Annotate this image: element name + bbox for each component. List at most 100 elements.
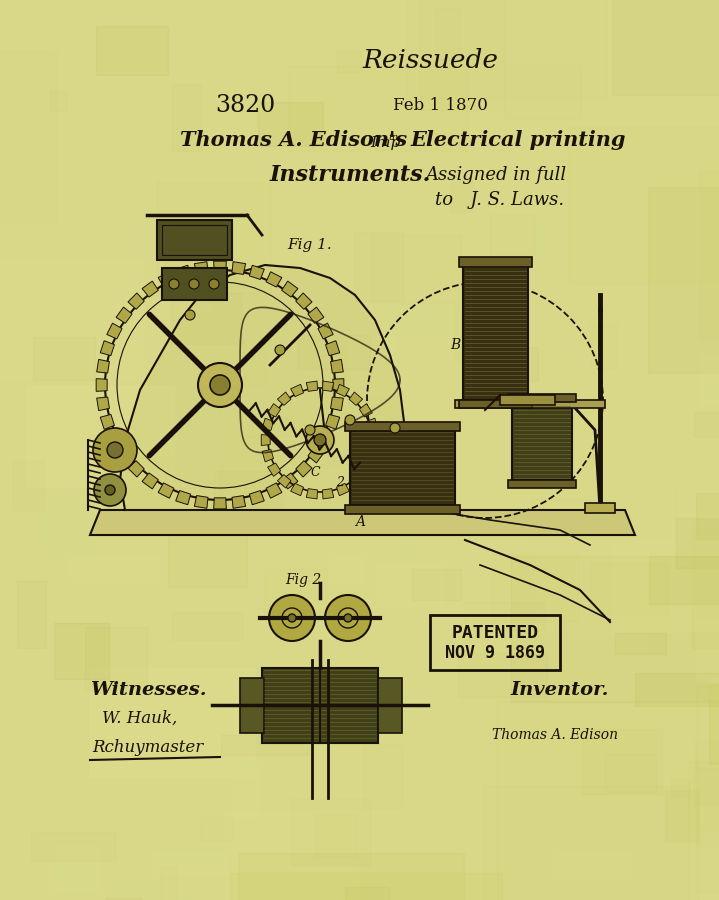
Bar bbox=[649, 555, 719, 604]
Bar bbox=[173, 85, 201, 151]
Circle shape bbox=[105, 485, 115, 495]
Bar bbox=[500, 395, 555, 405]
Text: Thomas A. Edison's: Thomas A. Edison's bbox=[180, 130, 407, 150]
Bar bbox=[221, 489, 275, 538]
Polygon shape bbox=[128, 293, 145, 310]
Text: A: A bbox=[355, 515, 365, 529]
Bar bbox=[398, 534, 418, 569]
Circle shape bbox=[344, 614, 352, 622]
Polygon shape bbox=[308, 307, 324, 323]
Text: Witnesses.: Witnesses. bbox=[90, 681, 206, 699]
Bar bbox=[592, 324, 616, 368]
Bar bbox=[485, 787, 689, 900]
Polygon shape bbox=[296, 461, 312, 477]
Polygon shape bbox=[116, 446, 132, 463]
Bar bbox=[648, 187, 719, 373]
Bar bbox=[490, 214, 535, 255]
Bar bbox=[458, 653, 546, 697]
Polygon shape bbox=[333, 379, 344, 392]
Bar bbox=[472, 346, 538, 381]
Bar bbox=[385, 279, 462, 331]
Bar bbox=[31, 832, 115, 861]
Bar bbox=[314, 814, 356, 857]
Text: PATENTED: PATENTED bbox=[452, 624, 539, 642]
Circle shape bbox=[390, 423, 400, 433]
Bar bbox=[464, 602, 544, 630]
Bar bbox=[553, 850, 631, 879]
Bar bbox=[695, 687, 719, 892]
Polygon shape bbox=[331, 359, 343, 373]
Bar bbox=[511, 555, 719, 702]
Circle shape bbox=[93, 428, 137, 472]
Text: Feb 1 1870: Feb 1 1870 bbox=[393, 96, 487, 113]
Bar bbox=[507, 224, 546, 263]
Polygon shape bbox=[326, 341, 340, 356]
Polygon shape bbox=[214, 261, 226, 272]
Bar bbox=[161, 867, 177, 900]
Bar bbox=[696, 741, 719, 846]
Bar bbox=[455, 400, 605, 408]
Polygon shape bbox=[370, 435, 379, 446]
Polygon shape bbox=[262, 450, 273, 462]
Bar bbox=[172, 612, 242, 640]
Bar bbox=[229, 873, 502, 900]
Text: Fig 2: Fig 2 bbox=[285, 573, 321, 587]
Polygon shape bbox=[100, 414, 114, 429]
Bar bbox=[109, 457, 175, 519]
Polygon shape bbox=[96, 359, 109, 373]
Polygon shape bbox=[249, 491, 265, 505]
Polygon shape bbox=[318, 323, 333, 339]
Bar bbox=[288, 66, 467, 151]
Bar bbox=[345, 505, 460, 514]
Bar bbox=[372, 235, 461, 302]
Circle shape bbox=[345, 415, 355, 425]
Text: Assigned in full: Assigned in full bbox=[425, 166, 566, 184]
Bar bbox=[635, 673, 719, 707]
Polygon shape bbox=[349, 392, 362, 405]
Polygon shape bbox=[326, 414, 340, 429]
Text: W. Hauk,: W. Hauk, bbox=[102, 709, 178, 726]
Polygon shape bbox=[267, 463, 280, 476]
Text: C: C bbox=[310, 465, 320, 479]
Bar bbox=[55, 847, 101, 894]
Bar bbox=[157, 220, 232, 260]
Bar bbox=[492, 554, 577, 621]
Polygon shape bbox=[336, 483, 349, 496]
Bar bbox=[257, 103, 323, 146]
Polygon shape bbox=[349, 474, 362, 488]
Bar bbox=[345, 422, 460, 431]
Bar bbox=[508, 480, 576, 488]
Bar bbox=[692, 526, 719, 648]
Bar bbox=[42, 495, 89, 558]
Bar bbox=[504, 66, 581, 120]
Bar bbox=[349, 336, 393, 397]
Polygon shape bbox=[336, 384, 349, 397]
Circle shape bbox=[306, 426, 334, 454]
Bar bbox=[249, 418, 313, 436]
Bar bbox=[297, 335, 370, 369]
Bar bbox=[232, 764, 257, 818]
Polygon shape bbox=[290, 483, 303, 496]
Bar bbox=[287, 391, 357, 419]
Bar bbox=[406, 0, 607, 98]
Circle shape bbox=[314, 434, 326, 446]
Bar bbox=[170, 292, 242, 344]
Polygon shape bbox=[360, 403, 372, 417]
Bar bbox=[168, 523, 247, 587]
Polygon shape bbox=[323, 381, 334, 392]
Polygon shape bbox=[100, 341, 114, 356]
Bar bbox=[709, 684, 719, 764]
Bar bbox=[693, 768, 719, 804]
Circle shape bbox=[275, 345, 285, 355]
Bar bbox=[265, 569, 327, 614]
Bar bbox=[459, 400, 532, 408]
Bar bbox=[286, 466, 364, 518]
Circle shape bbox=[210, 375, 230, 395]
Text: 3820: 3820 bbox=[215, 94, 275, 116]
Bar bbox=[690, 762, 719, 830]
Circle shape bbox=[189, 279, 199, 289]
Polygon shape bbox=[214, 498, 226, 508]
Bar bbox=[162, 268, 227, 300]
Circle shape bbox=[288, 614, 296, 622]
Bar bbox=[262, 668, 378, 743]
